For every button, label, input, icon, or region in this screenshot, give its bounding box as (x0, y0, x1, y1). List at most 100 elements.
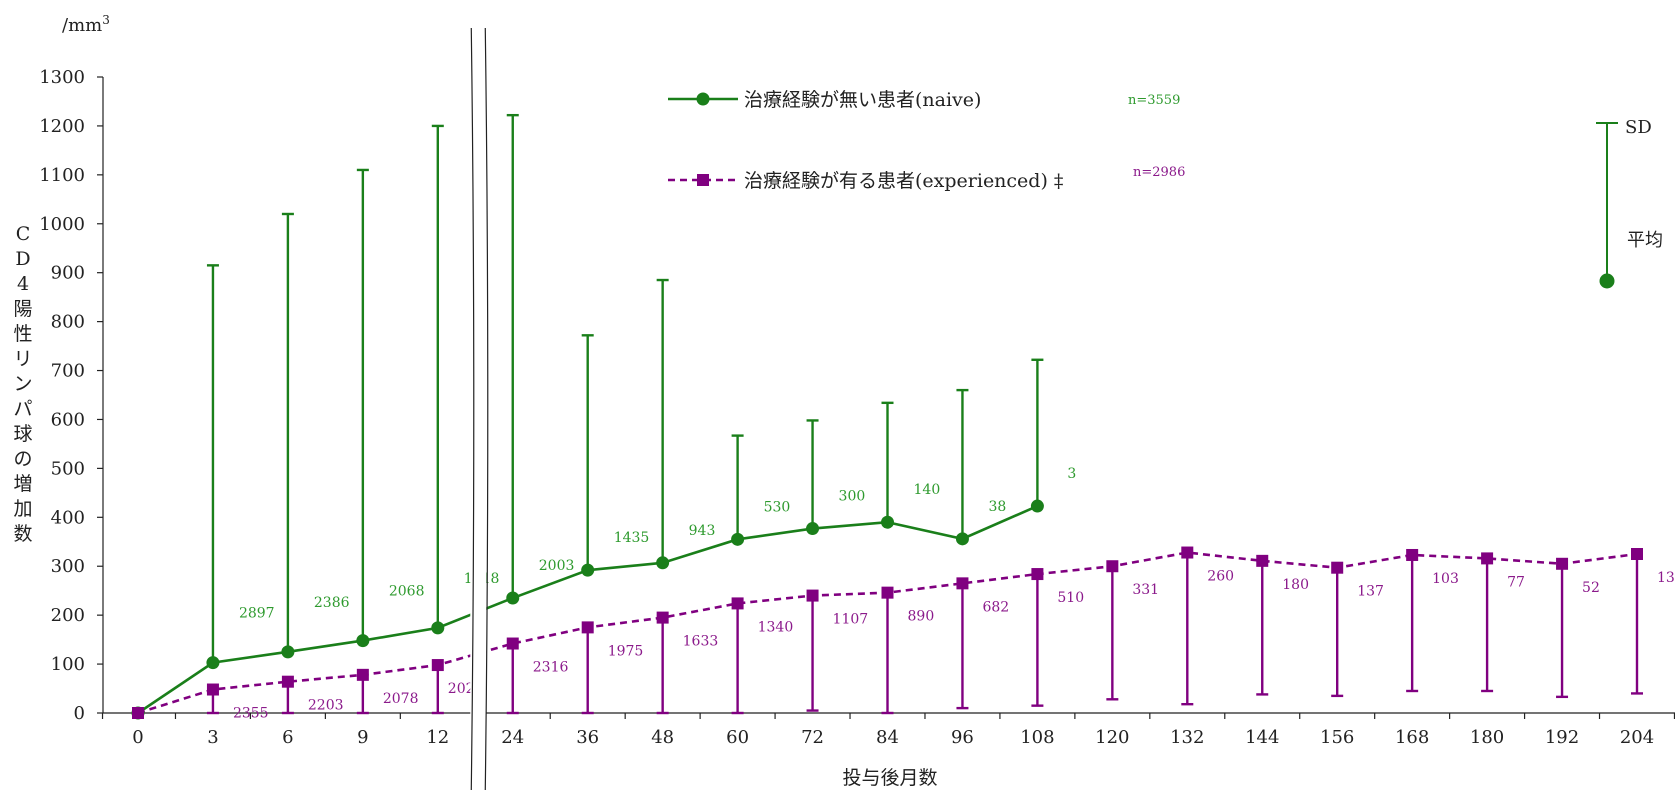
error-bars (206, 113, 1643, 715)
y-tick-label: 700 (51, 361, 85, 382)
y-axis-ticks: 0 100 200 300 400 500 600 700 800 900 1000 1100 1200… (39, 67, 103, 724)
y-label-char: 数 (13, 523, 32, 545)
legend-experienced-marker (697, 174, 709, 186)
marker-experienced (206, 683, 219, 696)
y-tick-label: 0 (74, 703, 85, 724)
x-tick-label: 3 (207, 727, 218, 748)
y-label-char: ン (13, 373, 32, 395)
count-label-experienced: 13 (1657, 570, 1675, 586)
count-label-experienced: 2078 (383, 691, 419, 707)
marker-naive (806, 522, 820, 536)
x-tick-label: 204 (1620, 727, 1654, 748)
count-label-naive: 38 (988, 499, 1006, 515)
y-tick-label: 1200 (39, 116, 85, 137)
marker-naive (656, 556, 670, 570)
y-label-char: 球 (13, 423, 32, 445)
y-tick-label: 800 (51, 312, 85, 333)
marker-experienced (281, 675, 294, 688)
marker-naive (506, 591, 520, 605)
marker-experienced (656, 611, 669, 624)
count-labels: 2897238620681818200314359435303001403832… (233, 466, 1675, 721)
x-tick-label: 120 (1095, 727, 1129, 748)
legend-experienced-label: 治療経験が有る患者(experienced) ‡ (744, 170, 1063, 192)
y-label-char: 増 (13, 473, 32, 495)
marker-experienced (956, 577, 969, 590)
count-label-naive: 300 (839, 489, 866, 505)
y-tick-label: 400 (51, 507, 85, 528)
count-label-naive: 943 (689, 523, 716, 539)
marker-experienced (1406, 548, 1419, 561)
marker-experienced (356, 668, 369, 681)
y-unit-label: /mm3 (62, 13, 110, 36)
x-tick-label: 9 (357, 727, 368, 748)
marker-experienced (1331, 561, 1344, 574)
marker-experienced (1181, 546, 1194, 559)
legend-experienced-n: n=2986 (1133, 165, 1185, 180)
series-markers (131, 499, 1643, 720)
marker-experienced (132, 707, 144, 719)
count-label-experienced: 510 (1057, 590, 1084, 606)
legend-item-experienced: 治療経験が有る患者(experienced) ‡ n=2986 (668, 165, 1185, 192)
x-axis-label: 投与後月数 (842, 767, 937, 789)
count-label-experienced: 103 (1432, 571, 1459, 587)
marker-experienced (1631, 548, 1643, 560)
marker-experienced (431, 659, 444, 672)
legend-naive-n: n=3559 (1128, 93, 1180, 108)
count-label-naive: 2386 (314, 595, 350, 611)
y-label-char: 加 (13, 498, 32, 520)
y-tick-label: 1300 (39, 67, 85, 88)
legend-item-naive: 治療経験が無い患者(naive) n=3559 (668, 89, 1180, 111)
marker-naive (1030, 499, 1044, 513)
x-tick-label: 12 (426, 727, 449, 748)
x-tick-label: 24 (501, 727, 524, 748)
marker-experienced (1256, 554, 1269, 567)
x-tick-label: 180 (1470, 727, 1504, 748)
count-label-experienced: 2203 (308, 698, 344, 714)
count-label-experienced: 137 (1357, 584, 1384, 600)
x-tick-label: 72 (801, 727, 824, 748)
y-label-char: 性 (13, 323, 32, 345)
legend: 治療経験が無い患者(naive) n=3559 治療経験が有る患者(experi… (668, 89, 1185, 192)
x-tick-label: 84 (876, 727, 899, 748)
axis-break-gap (470, 28, 487, 790)
count-label-experienced: 331 (1132, 582, 1159, 598)
y-tick-label: 600 (51, 409, 85, 430)
y-label-char: パ (13, 398, 32, 420)
x-tick-label: 132 (1170, 727, 1204, 748)
count-label-experienced: 52 (1582, 580, 1600, 596)
count-label-naive: 530 (764, 499, 791, 515)
x-tick-label: 36 (576, 727, 599, 748)
y-tick-label: 1100 (39, 165, 85, 186)
count-label-experienced: 1633 (683, 634, 719, 650)
x-tick-label: 168 (1395, 727, 1429, 748)
legend-naive-marker (696, 92, 710, 106)
count-label-experienced: 1107 (833, 612, 869, 628)
x-tick-label: 96 (951, 727, 974, 748)
y-label-char: リ (13, 348, 32, 370)
y-label-char: の (13, 448, 32, 470)
x-tick-label: 156 (1320, 727, 1354, 748)
axis-break-line-right (484, 27, 489, 790)
x-tick-label: 192 (1545, 727, 1579, 748)
count-label-experienced: 180 (1282, 577, 1309, 593)
y-label-char: 陽 (13, 298, 32, 320)
marker-experienced (581, 621, 594, 634)
x-tick-label: 48 (651, 727, 674, 748)
y-tick-label: 100 (51, 654, 85, 675)
marker-experienced (506, 637, 519, 650)
key-mean-label: 平均 (1627, 230, 1663, 251)
x-tick-label: 0 (132, 727, 143, 748)
marker-experienced (731, 597, 744, 610)
marker-naive (206, 656, 220, 670)
x-tick-label: 6 (282, 727, 293, 748)
count-label-experienced: 77 (1507, 574, 1525, 590)
y-tick-label: 300 (51, 556, 85, 577)
y-label-char: C (16, 223, 31, 245)
sd-mean-key: SD 平均 (1596, 117, 1663, 289)
count-label-naive: 2897 (239, 606, 275, 622)
count-label-naive: 2003 (539, 558, 575, 574)
y-tick-label: 1000 (39, 214, 85, 235)
count-label-naive: 140 (914, 482, 941, 498)
